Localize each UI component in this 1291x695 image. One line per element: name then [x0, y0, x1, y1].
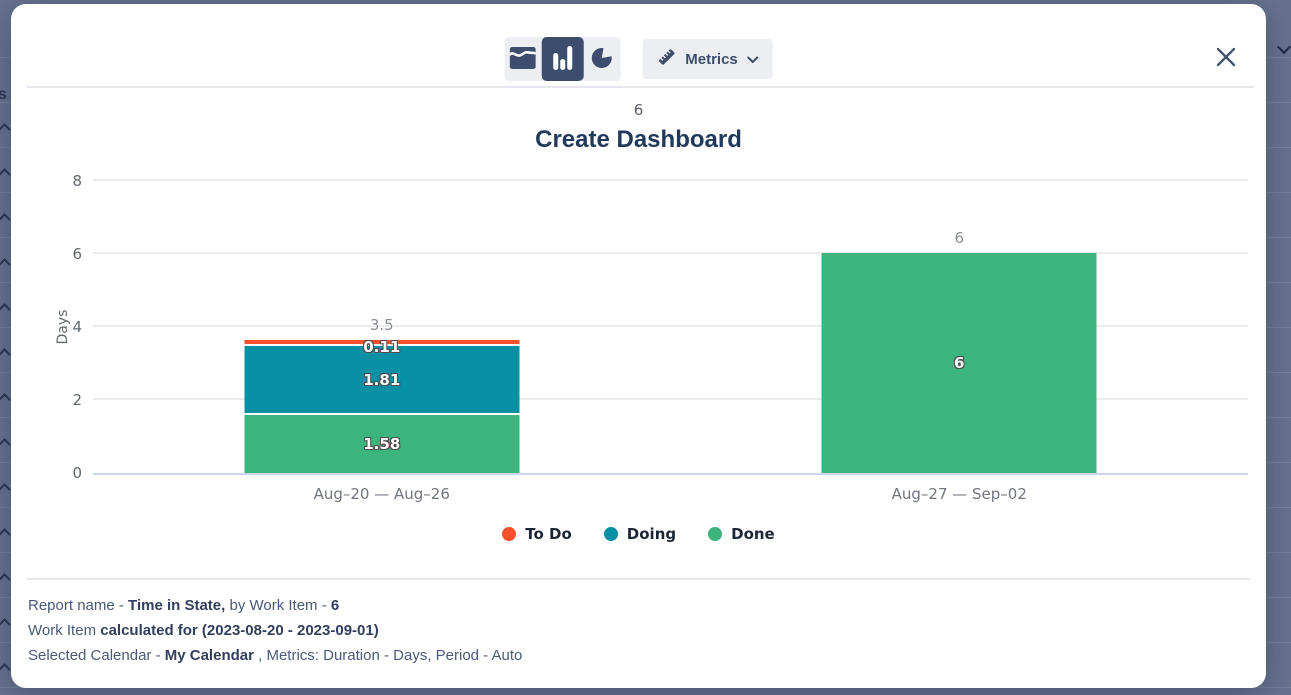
header-divider — [27, 86, 1254, 88]
bar-total-label: 3.5 — [369, 316, 394, 335]
legend-marker — [603, 527, 618, 541]
x-axis-category-label: Aug–20 — Aug–26 — [313, 485, 450, 503]
report-summary-segment: calculated for (2023-08-20 - 2023-09-01) — [100, 622, 379, 639]
chart-title: Create Dashboard — [535, 126, 742, 153]
backdrop-chevron-up-icon — [0, 303, 11, 316]
gridline — [93, 325, 1248, 327]
report-summary-segment: , Metrics: Duration - Days, Period - Aut… — [253, 647, 523, 664]
gridline — [93, 179, 1248, 181]
y-axis-tick-label: 6 — [72, 245, 82, 263]
chart-subtitle: 6 — [633, 101, 644, 119]
area-chart-icon — [508, 46, 537, 72]
backdrop-chevron-up-icon — [0, 168, 11, 181]
report-summary-line: Report name - Time in State, by Work Ite… — [28, 593, 1249, 618]
metrics-button-label: Metrics — [685, 50, 738, 68]
legend-marker — [502, 527, 517, 541]
chart-type-switcher — [504, 37, 621, 81]
report-summary-segment: My Calendar — [164, 647, 254, 664]
bar-segment-value: 6 — [954, 353, 965, 372]
backdrop-chevron-up-icon — [0, 438, 11, 451]
bar-segment-doing[interactable]: 1.81 — [244, 346, 520, 415]
backdrop-chevron-down-icon — [1276, 39, 1291, 55]
bar-segment-value: 1.58 — [363, 434, 401, 453]
gridline — [93, 252, 1248, 254]
stacked-bar: 1.58 1.81 0.11 3.5 — [244, 316, 520, 473]
backdrop-chevron-up-icon — [0, 123, 11, 136]
bar-chart-button[interactable] — [541, 37, 584, 81]
area-chart-button[interactable] — [504, 37, 541, 81]
report-summary-segment: 6 — [330, 597, 340, 614]
legend-marker — [708, 527, 723, 541]
y-axis-tick-label: 8 — [72, 172, 82, 190]
y-axis-tick-label: 0 — [72, 464, 82, 482]
backdrop-chevron-up-icon — [0, 393, 11, 406]
backdrop-chevron-up-icon — [0, 528, 11, 541]
backdrop-chevron-up-icon — [0, 258, 11, 271]
legend-label: To Do — [525, 525, 572, 543]
plot-area: Days 0 2 4 6 8 1.58 1.81 0.11 3.5 Aug–20 — Aug–26… — [55, 172, 1248, 503]
bar-segment-done[interactable]: 6 — [821, 252, 1097, 473]
chart-toolbar: Metrics — [504, 37, 773, 81]
legend-label: Doing — [626, 525, 677, 543]
backdrop-chevron-up-icon — [0, 348, 11, 361]
backdrop-partial-text: s — [0, 86, 7, 103]
backdrop-chevron-up-icon — [0, 618, 11, 631]
backdrop-chevron-up-icon — [0, 573, 11, 586]
backdrop-chevron-up-icon — [0, 213, 11, 226]
chart-legend: To Do Doing Done — [11, 525, 1266, 543]
bar-segment-done[interactable]: 1.58 — [244, 414, 520, 473]
y-axis-tick-label: 2 — [72, 391, 82, 409]
x-axis-category-label: Aug–27 — Sep–02 — [891, 485, 1027, 503]
legend-label: Done — [731, 525, 775, 543]
chevron-down-icon — [747, 51, 759, 68]
gridline — [93, 398, 1248, 400]
footer-divider — [27, 578, 1250, 580]
bar-segment-value: 1.81 — [363, 370, 401, 389]
legend-item-done[interactable]: Done — [708, 525, 775, 543]
report-summary-segment: Time in State, — [128, 597, 226, 614]
backdrop-chevron-up-icon — [0, 663, 11, 676]
bar-segment-to-do[interactable]: 0.11 — [244, 338, 520, 356]
y-axis-title: Days — [55, 309, 71, 345]
legend-item-to-do[interactable]: To Do — [502, 525, 572, 543]
report-summary-segment: Report name - — [28, 597, 129, 614]
y-axis-tick-label: 4 — [72, 318, 82, 336]
pie-chart-icon — [590, 46, 614, 73]
close-icon — [1214, 47, 1238, 72]
report-summary-line: Work Item calculated for (2023-08-20 - 2… — [28, 618, 1249, 643]
pie-chart-button[interactable] — [583, 37, 620, 81]
report-modal: Metrics 6 Create Dashboard Days 0 2 4 6 8 1.5… — [11, 4, 1266, 688]
bar-segment-value: 0.11 — [363, 338, 401, 357]
report-summary-segment: Selected Calendar - — [28, 647, 165, 664]
bar-total-label: 6 — [954, 228, 965, 247]
report-summary-line: Selected Calendar - My Calendar , Metric… — [28, 643, 1249, 668]
report-summary: Report name - Time in State, by Work Ite… — [28, 593, 1249, 668]
backdrop-chevron-up-icon — [0, 483, 11, 496]
ruler-icon — [656, 47, 676, 71]
legend-item-doing[interactable]: Doing — [603, 525, 677, 543]
bar-chart-icon — [550, 43, 574, 76]
report-summary-segment: Work Item — [28, 622, 101, 639]
metrics-dropdown-button[interactable]: Metrics — [642, 39, 773, 79]
report-summary-segment: by Work Item - — [225, 597, 331, 614]
close-button[interactable] — [1212, 44, 1240, 72]
